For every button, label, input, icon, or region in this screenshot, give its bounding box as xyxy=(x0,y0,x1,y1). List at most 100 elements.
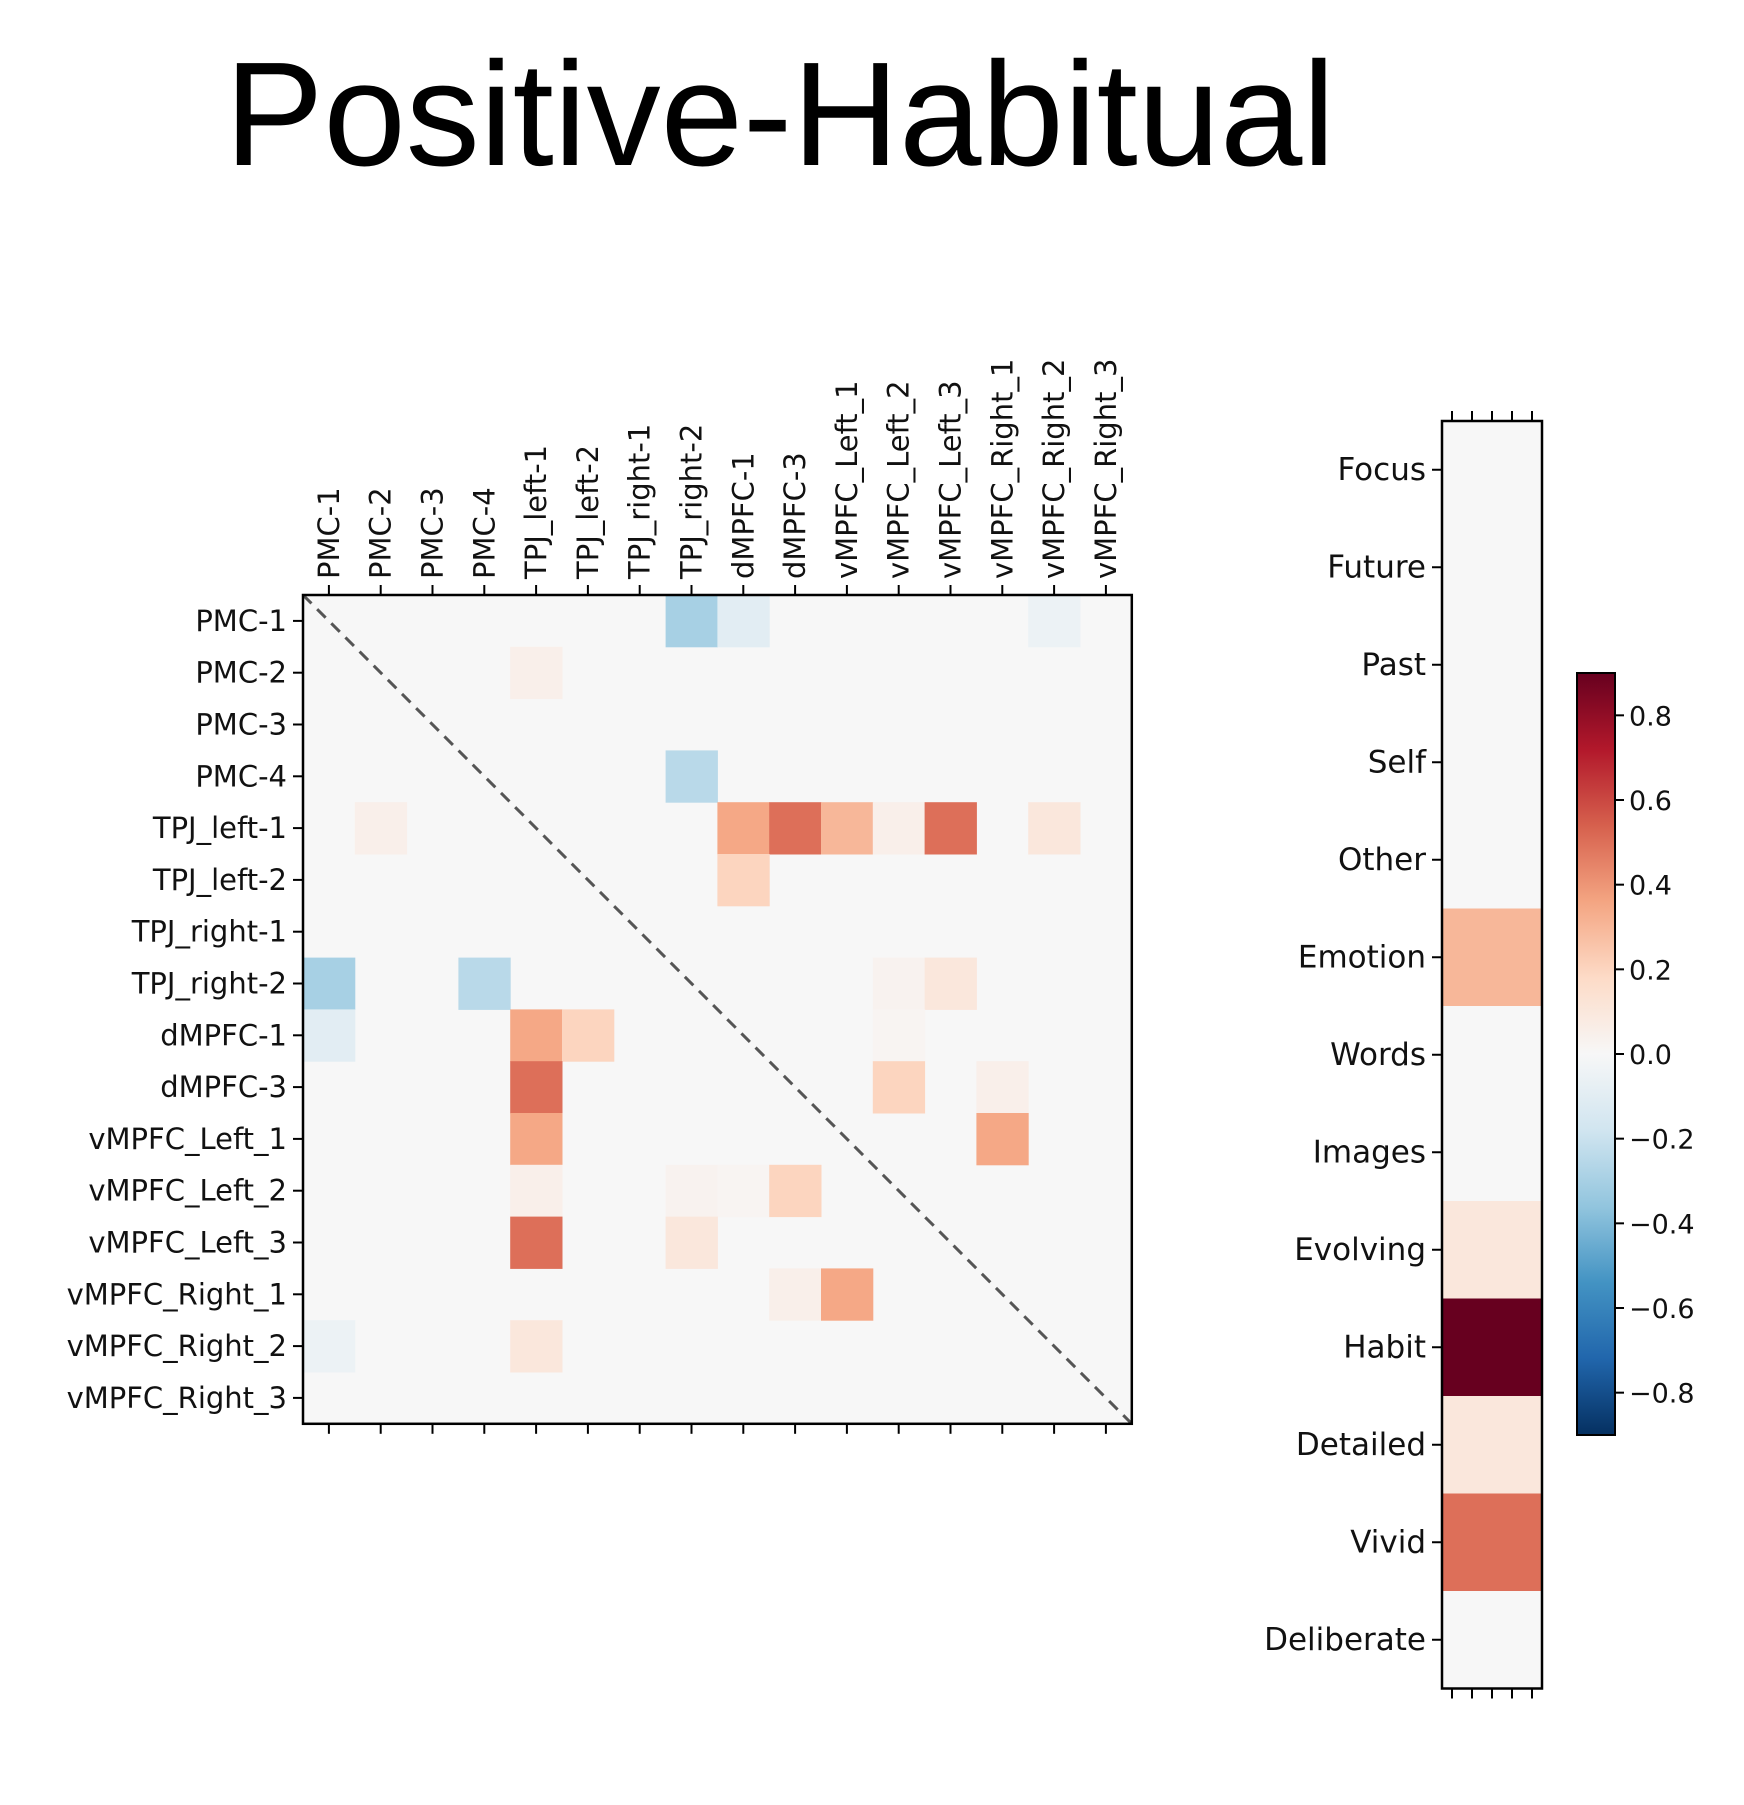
strip-row-label: Focus xyxy=(1337,452,1426,488)
matrix-row-label: TPJ_right-2 xyxy=(131,967,287,1001)
strip-row-label: Detailed xyxy=(1296,1427,1426,1463)
matrix-col-label: PMC-1 xyxy=(312,487,346,579)
matrix-col-label: dMPFC-1 xyxy=(726,452,760,579)
matrix-cell-9-11 xyxy=(872,1061,926,1114)
strip-cell-5 xyxy=(1442,908,1542,1007)
matrix-cell-0-8 xyxy=(717,595,770,648)
matrix-col-label: TPJ_right-2 xyxy=(675,424,709,580)
matrix-cell-3-7 xyxy=(665,750,718,803)
matrix-col-label: vMPFC_Right_3 xyxy=(1089,359,1123,579)
colorbar-tick-label: 0.8 xyxy=(1629,701,1672,732)
strip-cell-4 xyxy=(1442,811,1542,909)
matrix-cell-7-12 xyxy=(924,957,977,1010)
colorbar-tick-label: −0.2 xyxy=(1629,1125,1695,1156)
matrix-cell-0-7 xyxy=(665,595,718,648)
strip-row-label: Deliberate xyxy=(1264,1622,1426,1658)
matrix-row-label: vMPFC_Left_3 xyxy=(88,1226,287,1260)
matrix-cell-8-4 xyxy=(510,1009,563,1062)
matrix-cell-0-14 xyxy=(1028,595,1081,648)
colorbar-tick-label: 0.0 xyxy=(1629,1040,1672,1071)
matrix-cell-12-4 xyxy=(510,1216,563,1269)
matrix-col-label: vMPFC_Left_2 xyxy=(882,380,916,579)
matrix-cell-7-11 xyxy=(872,957,926,1010)
strip-row-label: Other xyxy=(1338,842,1426,878)
matrix-cell-4-9 xyxy=(769,802,822,855)
strip-cell-9 xyxy=(1442,1298,1542,1397)
matrix-cell-4-12 xyxy=(924,802,977,855)
strip-row-label: Vivid xyxy=(1350,1524,1426,1560)
matrix-row-label: dMPFC-3 xyxy=(160,1070,287,1104)
matrix-cell-12-7 xyxy=(665,1216,718,1269)
matrix-cell-7-0 xyxy=(303,957,356,1010)
matrix-col-label: vMPFC_Right_1 xyxy=(985,359,1019,579)
matrix-cell-14-0 xyxy=(303,1320,356,1373)
matrix-row-label: TPJ_left-2 xyxy=(152,863,287,897)
strip-cell-12 xyxy=(1442,1591,1542,1689)
strip-cell-2 xyxy=(1442,616,1542,714)
strip-row-label: Self xyxy=(1368,744,1427,780)
matrix-row-label: PMC-3 xyxy=(195,708,287,742)
matrix-col-label: PMC-4 xyxy=(467,487,501,579)
strip-cell-7 xyxy=(1442,1103,1542,1202)
matrix-col-label: dMPFC-3 xyxy=(778,452,812,579)
strip-cell-11 xyxy=(1442,1493,1542,1592)
strip-row-label: Words xyxy=(1330,1037,1426,1073)
matrix-cell-1-4 xyxy=(510,646,563,700)
strip-row-label: Future xyxy=(1327,549,1426,585)
matrix-cell-8-5 xyxy=(562,1009,615,1062)
matrix-col-label: PMC-2 xyxy=(364,487,398,579)
matrix-row-label: vMPFC_Right_3 xyxy=(67,1381,287,1415)
matrix-cell-9-4 xyxy=(510,1061,563,1114)
matrix-diagonal xyxy=(301,593,1133,1425)
matrix-cell-4-10 xyxy=(821,802,874,855)
matrix-cell-4-14 xyxy=(1028,802,1081,855)
matrix-col-label: vMPFC_Right_2 xyxy=(1037,359,1071,579)
strip-cell-10 xyxy=(1442,1396,1542,1494)
strip-row-label: Images xyxy=(1313,1134,1426,1170)
strip-row-label: Evolving xyxy=(1294,1232,1426,1268)
matrix-row-label: vMPFC_Right_1 xyxy=(67,1277,287,1311)
matrix-row-label: TPJ_right-1 xyxy=(131,915,287,949)
colorbar-tick-label: −0.8 xyxy=(1629,1379,1695,1410)
colorbar-tick-label: 0.2 xyxy=(1629,955,1672,986)
matrix-cell-13-10 xyxy=(821,1268,874,1321)
matrix-row-label: vMPFC_Left_1 xyxy=(88,1122,287,1156)
colorbar xyxy=(1576,672,1616,1436)
matrix-row-label: vMPFC_Right_2 xyxy=(67,1329,287,1363)
matrix-col-label: TPJ_left-1 xyxy=(519,445,553,580)
matrix-cell-4-1 xyxy=(354,802,408,855)
matrix-cell-11-4 xyxy=(510,1164,563,1218)
colorbar-tick-label: −0.4 xyxy=(1629,1209,1695,1240)
matrix-cell-5-8 xyxy=(717,854,770,907)
matrix-col-label: PMC-3 xyxy=(416,487,450,579)
colorbar-tick-label: 0.6 xyxy=(1629,786,1672,817)
matrix-cell-8-11 xyxy=(872,1009,926,1062)
matrix-col-label: TPJ_right-1 xyxy=(623,424,657,580)
matrix-row-label: PMC-2 xyxy=(195,656,287,690)
matrix-cell-8-0 xyxy=(303,1009,356,1062)
matrix-cell-9-13 xyxy=(976,1061,1029,1114)
strip-row-label: Habit xyxy=(1343,1329,1426,1365)
strip-row-label: Past xyxy=(1361,647,1426,683)
matrix-cell-14-4 xyxy=(510,1320,563,1373)
matrix-col-label: vMPFC_Left_3 xyxy=(934,380,968,579)
matrix-cell-11-9 xyxy=(769,1164,822,1218)
strip-cell-8 xyxy=(1442,1201,1542,1299)
matrix-row-label: PMC-4 xyxy=(195,759,287,793)
matrix-cell-11-8 xyxy=(717,1164,770,1218)
strip-cell-6 xyxy=(1442,1006,1542,1104)
matrix-cell-10-13 xyxy=(976,1113,1029,1166)
colorbar-tick-label: −0.6 xyxy=(1629,1294,1695,1325)
matrix-cell-7-3 xyxy=(458,957,511,1010)
matrix-col-label: TPJ_left-2 xyxy=(571,445,605,580)
strip-cell-3 xyxy=(1442,713,1542,812)
matrix-row-label: dMPFC-1 xyxy=(160,1018,287,1052)
strip-row-label: Emotion xyxy=(1298,939,1426,975)
chart-title: Positive-Habitual xyxy=(224,32,1336,197)
matrix-row-label: vMPFC_Left_2 xyxy=(88,1174,287,1208)
matrix-cell-13-9 xyxy=(769,1268,822,1321)
matrix-cell-4-11 xyxy=(872,802,926,855)
matrix-frame xyxy=(301,593,1134,1426)
colorbar-tick-label: 0.4 xyxy=(1629,871,1672,902)
